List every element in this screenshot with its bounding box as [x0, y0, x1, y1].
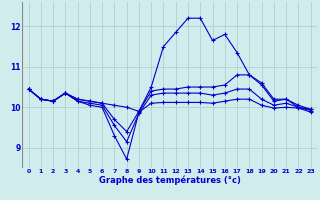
X-axis label: Graphe des températures (°c): Graphe des températures (°c) — [99, 176, 241, 185]
